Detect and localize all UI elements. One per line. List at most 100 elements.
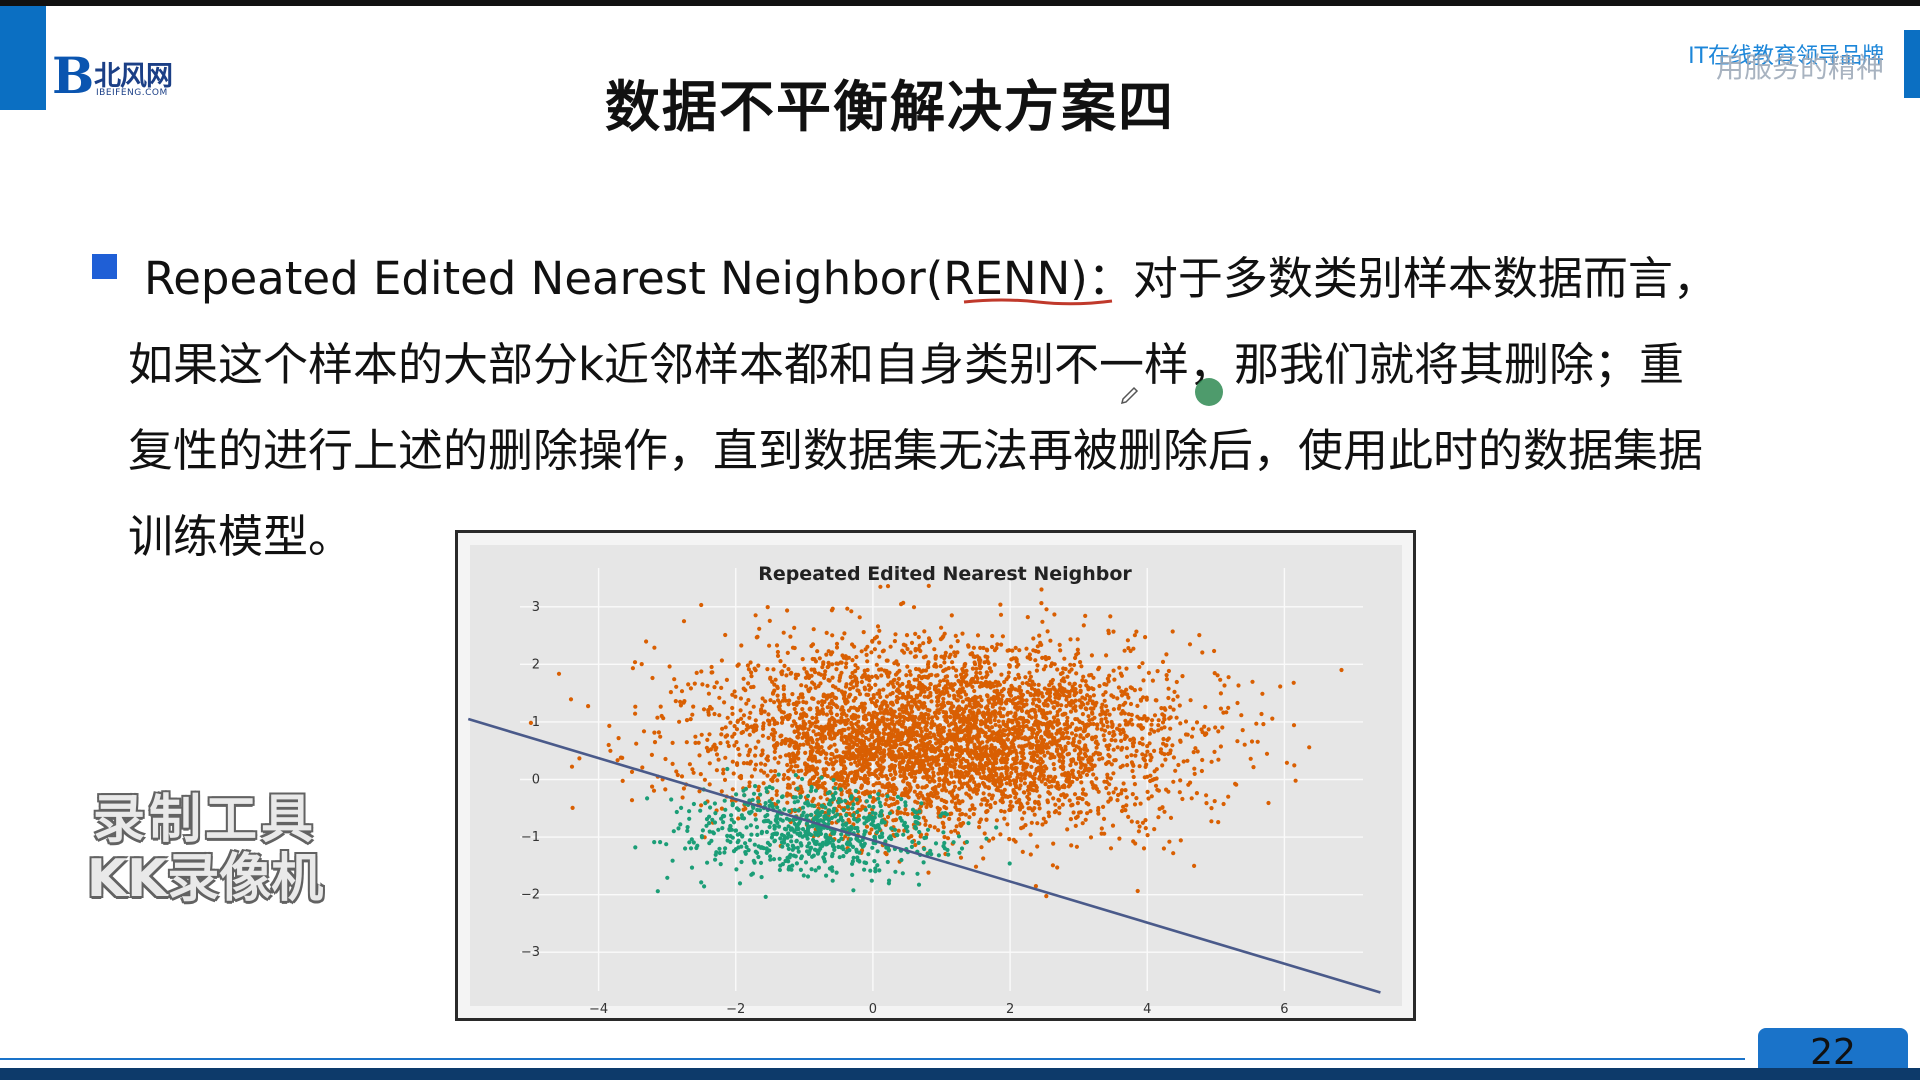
scatter-point — [1050, 863, 1055, 868]
scatter-point — [880, 766, 885, 771]
scatter-point — [722, 777, 728, 782]
scatter-point — [1028, 742, 1033, 747]
scatter-point — [1045, 721, 1050, 726]
scatter-point — [1028, 852, 1033, 857]
scatter-point — [937, 782, 942, 787]
scatter-point — [903, 696, 908, 701]
scatter-point — [744, 844, 749, 850]
scatter-point — [1007, 687, 1012, 692]
scatter-point — [887, 788, 892, 793]
scatter-point — [974, 771, 980, 776]
scatter-point — [1131, 763, 1136, 768]
scatter-point — [858, 748, 863, 753]
scatter-point — [839, 832, 844, 837]
scatter-point — [881, 727, 886, 732]
scatter-point — [964, 672, 969, 677]
scatter-point — [893, 869, 898, 874]
scatter-point — [652, 840, 657, 845]
scatter-point — [1218, 677, 1223, 682]
scatter-point — [770, 804, 775, 809]
scatter-point — [1254, 721, 1259, 726]
scatter-point — [1000, 634, 1006, 639]
scatter-point — [846, 708, 852, 713]
scatter-point — [1072, 681, 1077, 686]
scatter-point — [1083, 706, 1088, 711]
scatter-point — [988, 746, 993, 751]
scatter-point — [1008, 782, 1013, 787]
scatter-point — [1156, 718, 1161, 723]
scatter-point — [761, 724, 766, 729]
scatter-point — [771, 690, 776, 695]
scatter-point — [918, 682, 923, 687]
scatter-point — [872, 701, 878, 706]
scatter-point — [1002, 760, 1007, 765]
scatter-point — [1064, 722, 1070, 727]
scatter-point — [855, 665, 860, 671]
scatter-point — [847, 732, 852, 737]
scatter-point — [1051, 705, 1056, 710]
scatter-point — [955, 689, 960, 695]
scatter-point — [815, 742, 820, 747]
scatter-point — [938, 727, 943, 732]
scatter-point — [1104, 682, 1109, 687]
scatter-point — [867, 762, 872, 767]
scatter-point — [964, 719, 969, 724]
scatter-point — [953, 721, 958, 727]
scatter-point — [786, 667, 791, 672]
scatter-point — [782, 663, 787, 668]
scatter-point — [817, 759, 822, 764]
scatter-point — [1063, 747, 1068, 752]
scatter-point — [833, 781, 838, 786]
scatter-point — [674, 684, 679, 689]
scatter-point — [835, 754, 840, 759]
scatter-point — [1099, 727, 1104, 732]
scatter-point — [949, 745, 954, 750]
scatter-point — [958, 822, 963, 827]
scatter-point — [931, 745, 936, 750]
scatter-point — [787, 743, 792, 748]
scatter-point — [806, 741, 811, 746]
scatter-point — [941, 782, 946, 787]
scatter-point — [790, 740, 795, 745]
scatter-point — [1068, 817, 1073, 822]
scatter-point — [729, 813, 734, 818]
scatter-point — [728, 720, 733, 725]
scatter-point — [1136, 829, 1141, 834]
scatter-point — [823, 787, 828, 792]
scatter-point — [783, 753, 789, 758]
scatter-point — [926, 639, 932, 645]
scatter-point — [785, 791, 790, 796]
scatter-point — [771, 737, 776, 742]
scatter-point — [843, 785, 848, 790]
scatter-point — [706, 708, 711, 713]
scatter-point — [1106, 791, 1111, 796]
scatter-point — [1191, 750, 1196, 755]
scatter-point — [840, 636, 845, 641]
scatter-point — [1105, 760, 1110, 765]
scatter-point — [875, 675, 880, 680]
scatter-point — [893, 632, 898, 637]
scatter-point — [1189, 796, 1194, 801]
scatter-point — [972, 701, 977, 706]
scatter-point — [1073, 698, 1078, 703]
scatter-point — [878, 710, 883, 715]
scatter-point — [792, 756, 797, 761]
scatter-point — [1255, 739, 1260, 744]
scatter-point — [933, 736, 938, 741]
scatter-point — [900, 681, 905, 687]
scatter-point — [630, 666, 635, 671]
scatter-point — [945, 679, 950, 684]
scatter-point — [851, 888, 856, 893]
scatter-point — [880, 774, 885, 779]
scatter-point — [941, 830, 946, 835]
scatter-point — [964, 791, 969, 796]
majority-class-points — [528, 583, 1344, 899]
scatter-point — [678, 699, 683, 704]
scatter-point — [824, 767, 829, 772]
scatter-point — [1226, 675, 1231, 680]
scatter-point — [925, 827, 931, 832]
scatter-point — [985, 658, 990, 664]
scatter-point — [913, 631, 918, 636]
scatter-point — [770, 727, 775, 732]
scatter-point — [846, 694, 852, 699]
